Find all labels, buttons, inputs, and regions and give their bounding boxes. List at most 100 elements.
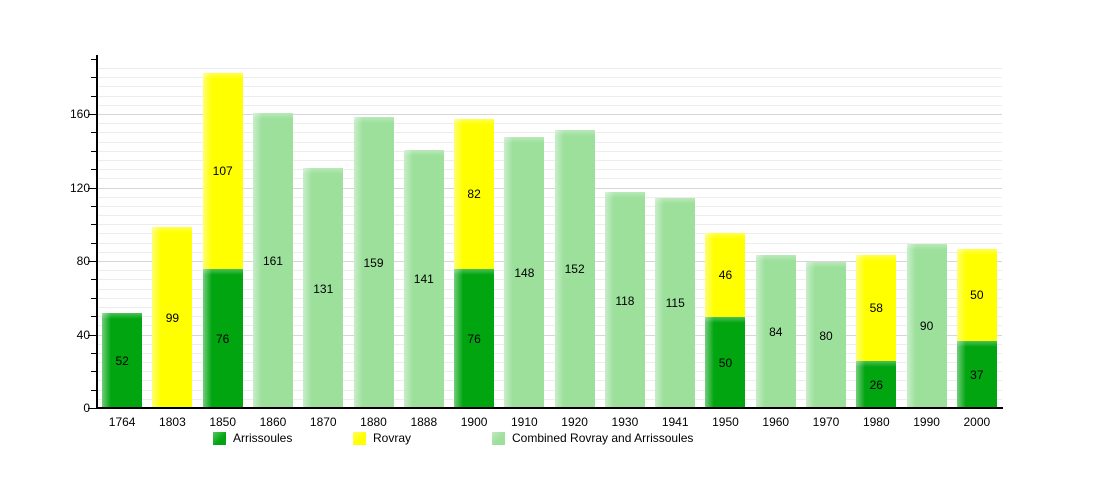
y-tick-label: 160 [69, 107, 90, 121]
x-tick-label-1860: 1860 [259, 415, 287, 429]
y-tick-major [88, 187, 96, 189]
x-tick-label-2000: 2000 [963, 415, 991, 429]
x-axis-line [96, 407, 1003, 409]
y-gridline [97, 380, 1002, 382]
legend-label: Combined Rovray and Arrissoules [512, 431, 694, 445]
bar-value-label: 99 [165, 311, 180, 326]
bar-segment-rovray-1803: 99 [152, 227, 193, 409]
bar-segment-combined-rovray-and-arrissoules-1920: 152 [554, 129, 595, 409]
y-gridline [97, 334, 1002, 336]
bar-value-label: 148 [514, 266, 535, 281]
y-gridline [97, 86, 1002, 88]
bar-segment-arrissoules-1950: 50 [705, 317, 746, 409]
bar-segment-arrissoules-1764: 52 [102, 313, 143, 409]
x-tick-label-1910: 1910 [511, 415, 538, 429]
y-gridline [97, 343, 1002, 345]
bar-segment-arrissoules-1980: 26 [856, 361, 897, 409]
y-gridline [97, 362, 1002, 364]
y-gridline [97, 159, 1002, 161]
y-tick-label: 120 [69, 180, 90, 195]
bar-segment-rovray-2000: 50 [956, 249, 997, 342]
y-tick-minor [91, 389, 96, 391]
y-gridline [97, 104, 1002, 106]
bar-segment-combined-rovray-and-arrissoules-1888: 141 [403, 149, 444, 409]
bar-value-label: 76 [216, 332, 230, 347]
legend-label: Arrissoules [233, 431, 293, 445]
legend-swatch [213, 431, 226, 445]
x-tick-label-1803: 1803 [159, 415, 186, 429]
y-gridline [97, 114, 1002, 115]
bar-segment-combined-rovray-and-arrissoules-1870: 131 [303, 168, 344, 409]
bar-segment-combined-rovray-and-arrissoules-1990: 90 [906, 243, 947, 409]
y-gridline [97, 77, 1002, 79]
y-tick-minor [91, 242, 96, 244]
bar-segment-arrissoules-2000: 37 [956, 341, 997, 409]
bar-value-label: 159 [363, 255, 384, 270]
y-gridline [97, 141, 1002, 143]
y-gridline [97, 270, 1002, 272]
bar-value-label: 80 [819, 328, 833, 343]
y-tick-minor [91, 279, 96, 281]
bar-segment-combined-rovray-and-arrissoules-1970: 80 [806, 262, 847, 409]
bar-segment-combined-rovray-and-arrissoules-1860: 161 [252, 113, 293, 409]
x-tick-label-1764: 1764 [108, 415, 136, 429]
bar-value-label: 50 [718, 356, 733, 371]
bar-segment-combined-rovray-and-arrissoules-1930: 118 [604, 192, 645, 409]
y-tick-minor [91, 132, 96, 134]
y-gridline [97, 261, 1002, 262]
bar-value-label: 118 [615, 293, 635, 308]
bar-segment-rovray-1950: 46 [705, 232, 746, 318]
y-gridline [97, 215, 1002, 217]
bar-value-label: 141 [413, 272, 434, 287]
y-gridline [97, 233, 1002, 235]
y-gridline [97, 242, 1002, 244]
x-tick-label-1930: 1930 [611, 415, 639, 429]
y-gridline [97, 68, 1002, 70]
y-tick-minor [91, 224, 96, 226]
plot-area: 52 99 76 107 161 131 159 141 76 82 148 152 118 115 50 4… [97, 55, 1002, 409]
bar-value-label: 152 [564, 262, 585, 277]
y-tick-minor [91, 297, 96, 299]
bar-value-label: 90 [919, 319, 934, 334]
bar-segment-combined-rovray-and-arrissoules-1960: 84 [755, 254, 796, 409]
bar-value-label: 50 [970, 288, 984, 303]
y-gridline [97, 306, 1002, 308]
y-gridline [97, 297, 1002, 299]
x-tick-label-1920: 1920 [561, 415, 588, 429]
bar-segment-arrissoules-1850: 76 [202, 269, 243, 409]
legend-label: Rovray [373, 431, 412, 445]
bar-segment-rovray-1850: 107 [202, 72, 243, 270]
y-gridline [97, 187, 1002, 189]
y-tick-label: 0 [83, 401, 90, 415]
x-tick-label-1870: 1870 [309, 415, 337, 429]
x-tick-label-1941: 1941 [661, 415, 689, 429]
y-tick-major [88, 261, 96, 262]
y-gridline [97, 316, 1002, 318]
x-tick-label-1970: 1970 [812, 415, 840, 429]
y-gridline [97, 169, 1002, 171]
y-tick-major [88, 408, 96, 409]
y-gridline [97, 123, 1002, 125]
bar-value-label: 37 [970, 368, 984, 382]
y-tick-minor [91, 371, 96, 373]
y-tick-minor [91, 77, 96, 79]
bar-segment-combined-rovray-and-arrissoules-1910: 148 [504, 137, 545, 409]
bar-segment-rovray-1980: 58 [856, 254, 897, 362]
x-tick-label-1960: 1960 [762, 415, 790, 429]
bar-value-label: 46 [718, 267, 733, 282]
y-gridline [97, 205, 1002, 207]
y-tick-minor [91, 95, 96, 97]
y-tick-label: 80 [76, 254, 90, 268]
y-gridline [97, 178, 1002, 180]
y-gridline [97, 132, 1002, 134]
legend-item-arrissoules: Arrissoules [213, 431, 292, 445]
y-gridline [97, 251, 1002, 253]
y-gridline [97, 279, 1002, 281]
x-tick-label-1900: 1900 [460, 415, 488, 429]
y-gridline [97, 224, 1002, 226]
x-tick-label-1990: 1990 [913, 415, 940, 429]
legend-item-rovray: Rovray [353, 431, 411, 445]
bar-value-label: 26 [869, 378, 883, 393]
legend-item-combined-rovray-and-arrissoules: Combined Rovray and Arrissoules [492, 431, 693, 445]
